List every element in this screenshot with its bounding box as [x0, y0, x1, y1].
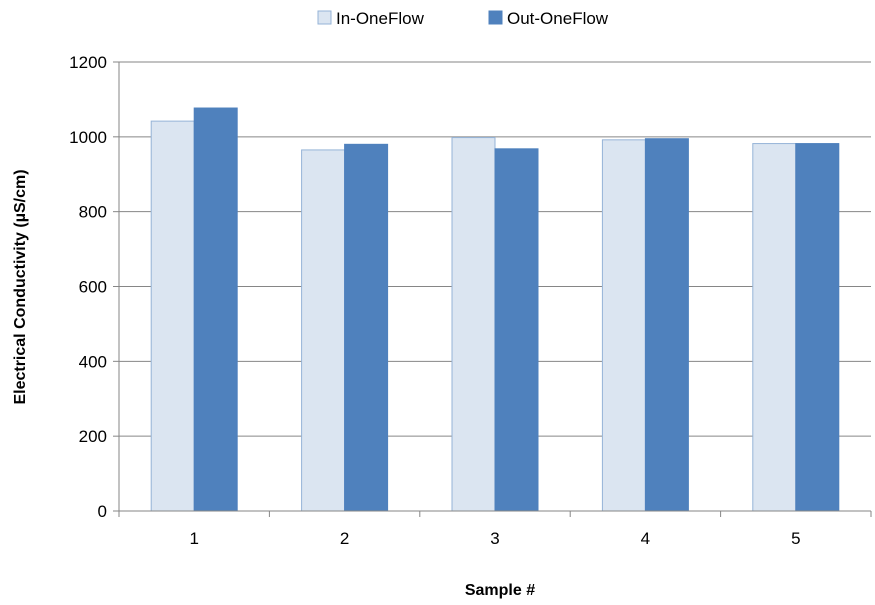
y-tick-label: 0 — [98, 502, 107, 521]
bar-out-oneflow-sample-3 — [494, 148, 539, 512]
legend: In-OneFlow Out-OneFlow — [317, 9, 609, 28]
y-tick-label: 200 — [79, 427, 107, 446]
bar-out-oneflow-sample-5 — [795, 143, 840, 512]
x-tick-label: 5 — [791, 529, 800, 548]
x-tick-label: 4 — [641, 529, 650, 548]
bar-out-oneflow-sample-4 — [644, 138, 689, 512]
y-tick-labels: 0 200 400 600 800 1000 1200 — [69, 53, 107, 521]
x-tick-label: 1 — [189, 529, 198, 548]
y-tick-label: 400 — [79, 352, 107, 371]
x-tick-label: 2 — [340, 529, 349, 548]
legend-swatch-in-oneflow — [317, 10, 332, 25]
y-tick-label: 800 — [79, 203, 107, 222]
legend-label-out-oneflow: Out-OneFlow — [507, 9, 609, 28]
y-tick-label: 600 — [79, 278, 107, 297]
bars — [150, 107, 840, 512]
x-axis-title: Sample # — [465, 582, 535, 599]
legend-swatch-out-oneflow — [488, 10, 503, 25]
bar-in-oneflow-sample-3 — [451, 137, 496, 512]
bar-out-oneflow-sample-1 — [193, 107, 238, 512]
axes — [113, 61, 872, 517]
bar-out-oneflow-sample-2 — [344, 143, 389, 512]
y-tick-label: 1000 — [69, 128, 107, 147]
x-tick-label: 3 — [490, 529, 499, 548]
legend-label-in-oneflow: In-OneFlow — [336, 9, 425, 28]
y-tick-label: 1200 — [69, 53, 107, 72]
bar-in-oneflow-sample-2 — [301, 149, 346, 512]
y-axis-title: Electrical Conductivity (µS/cm) — [12, 169, 29, 404]
bar-in-oneflow-sample-1 — [150, 120, 195, 512]
x-tick-labels: 1 2 3 4 5 — [189, 529, 800, 548]
bar-in-oneflow-sample-5 — [752, 143, 797, 512]
bar-in-oneflow-sample-4 — [601, 139, 646, 512]
